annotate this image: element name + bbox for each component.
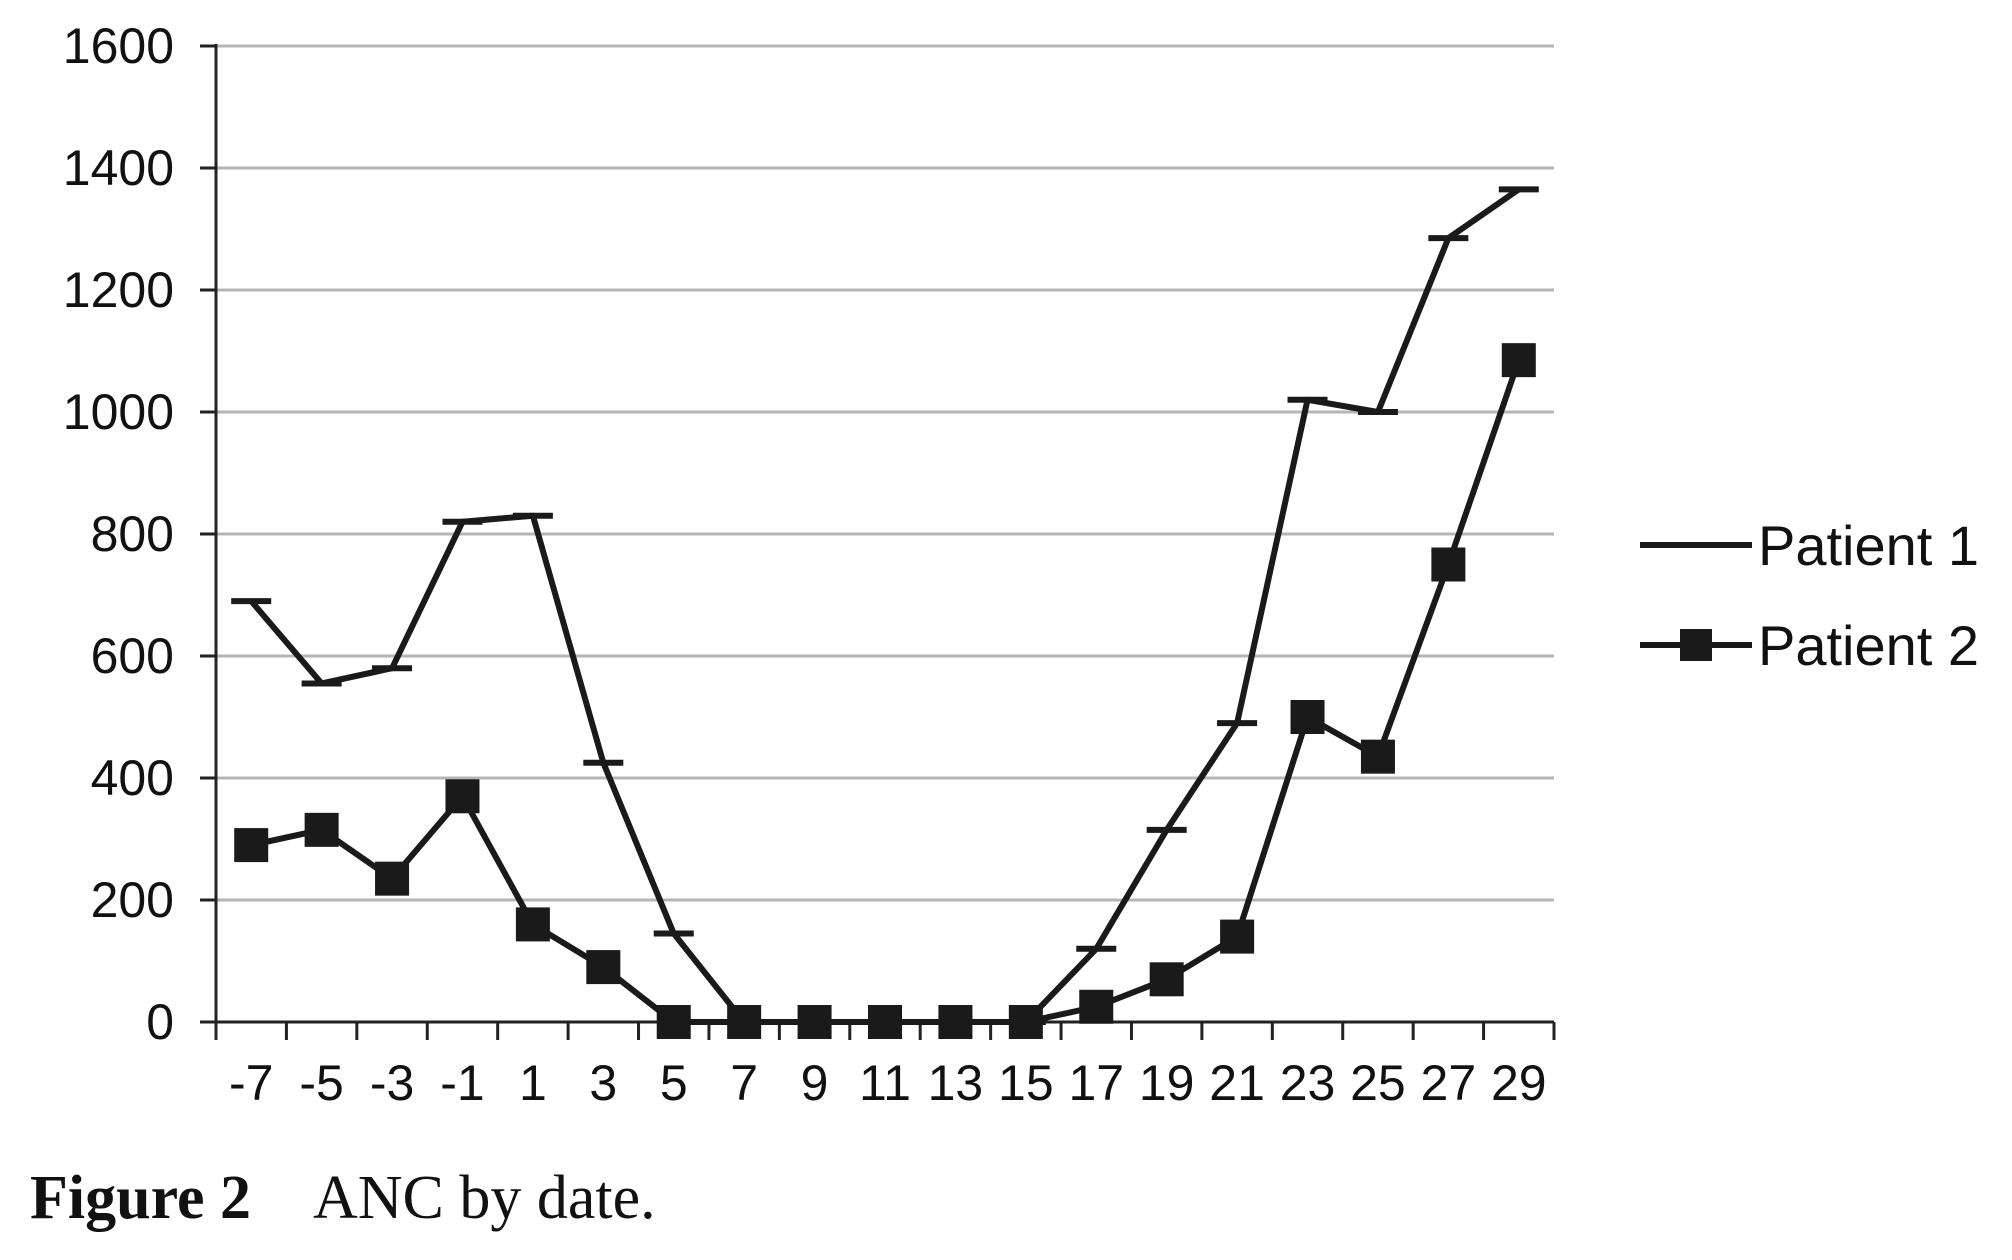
y-tick-label: 200 [91, 872, 174, 928]
data-point-patient-2 [938, 1005, 973, 1039]
data-point-patient-2 [1079, 989, 1114, 1024]
x-tick-label: 7 [730, 1055, 758, 1111]
x-tick-label: 27 [1421, 1055, 1477, 1111]
x-tick-label: -7 [229, 1055, 273, 1111]
data-point-patient-2 [656, 1005, 691, 1039]
x-tick-label: 3 [589, 1055, 617, 1111]
x-tick-label: 25 [1350, 1055, 1406, 1111]
data-point-patient-2 [515, 907, 550, 942]
data-point-patient-2 [1290, 700, 1325, 734]
y-tick-label: 1200 [63, 262, 174, 318]
y-tick-label: 800 [91, 506, 174, 562]
legend-label: Patient 2 [1758, 614, 1979, 677]
x-tick-label: 19 [1139, 1055, 1195, 1111]
data-point-patient-2 [1149, 962, 1184, 997]
data-point-patient-2 [304, 812, 339, 847]
data-point-patient-2 [1501, 343, 1536, 378]
x-tick-label: 17 [1068, 1055, 1124, 1111]
data-point-patient-2 [727, 1005, 762, 1039]
x-tick-label: 11 [859, 1055, 911, 1111]
series-line-patient-2 [250, 359, 1522, 1025]
x-tick-label: 13 [928, 1055, 984, 1111]
x-tick-label: 15 [998, 1055, 1054, 1111]
x-tick-label: 21 [1209, 1055, 1265, 1111]
x-tick-label: -1 [440, 1055, 484, 1111]
legend-swatch-marker [1680, 629, 1712, 661]
data-point-patient-2 [234, 828, 269, 863]
series-layer [231, 186, 1539, 1039]
x-tick-label: 5 [660, 1055, 688, 1111]
data-point-patient-2 [868, 1005, 902, 1039]
data-point-patient-2 [1360, 739, 1395, 774]
y-tick-label: 1000 [63, 384, 174, 440]
x-tick-label: 29 [1491, 1055, 1547, 1111]
series-line-patient-1 [248, 186, 1521, 1025]
data-point-patient-2 [1008, 1005, 1043, 1039]
data-point-patient-2 [1431, 547, 1466, 582]
gridlines [216, 44, 1554, 902]
x-tick-label: -5 [299, 1055, 343, 1111]
legend: Patient 1 Patient 2 [1640, 514, 1979, 677]
y-tick-label: 1400 [63, 140, 174, 196]
data-point-patient-2 [1220, 919, 1255, 954]
data-point-patient-2 [445, 779, 480, 814]
x-tick-label: 9 [801, 1055, 829, 1111]
x-tick-label: 1 [519, 1055, 547, 1111]
y-tick-label: 600 [91, 628, 174, 684]
figure-caption: Figure 2 ANC by date. [30, 1163, 656, 1234]
legend-label: Patient 1 [1758, 514, 1979, 577]
x-tick-label: -3 [370, 1055, 414, 1111]
y-tick-label: 400 [91, 750, 174, 806]
x-tick-label: 23 [1280, 1055, 1336, 1111]
data-point-patient-2 [586, 950, 621, 985]
y-tick-label: 0 [146, 994, 174, 1050]
data-point-patient-2 [797, 1005, 832, 1039]
figure-caption-text: ANC by date. [313, 1164, 656, 1232]
figure-caption-label: Figure 2 [30, 1164, 251, 1232]
y-tick-label: 1600 [63, 18, 174, 74]
data-point-patient-2 [375, 861, 410, 896]
